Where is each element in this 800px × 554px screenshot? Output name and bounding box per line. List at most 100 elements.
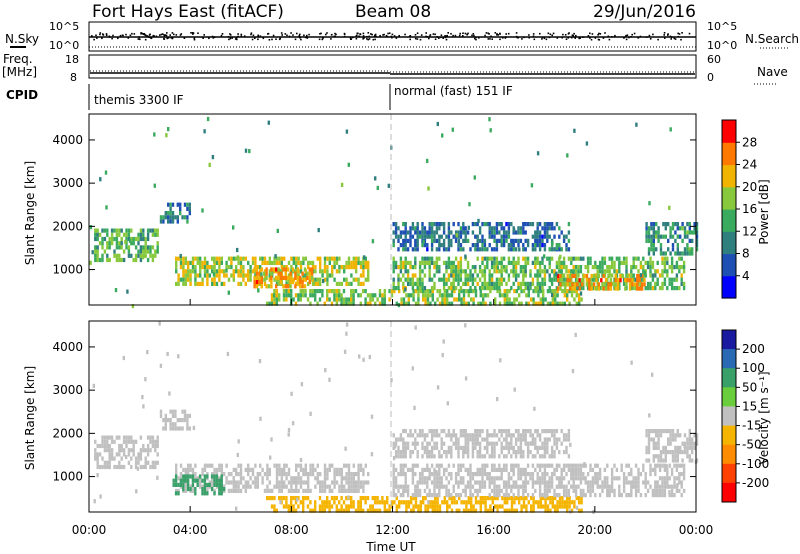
range-time-cell [142, 464, 145, 470]
range-time-cell [645, 226, 648, 231]
range-time-cell [470, 504, 473, 509]
range-time-cell [364, 500, 367, 505]
range-time-cell [367, 480, 370, 485]
range-time-cell [671, 429, 675, 434]
range-time-cell [118, 448, 121, 453]
colorbar-segment [722, 482, 736, 503]
range-time-cell [466, 484, 470, 489]
range-time-cell [474, 433, 477, 438]
range-time-cell [589, 467, 592, 472]
range-time-cell [482, 297, 485, 302]
range-time-cell [319, 472, 322, 477]
range-time-cell [421, 269, 424, 274]
range-time-cell [179, 476, 183, 481]
range-time-cell [666, 273, 669, 278]
range-time-cell [536, 286, 539, 291]
range-time-cell [357, 480, 360, 485]
range-time-cell [663, 484, 667, 489]
range-time-cell [397, 488, 400, 493]
range-time-cell [556, 278, 560, 283]
range-time-cell [278, 488, 281, 493]
range-time-cell [524, 222, 527, 227]
range-time-cell [445, 484, 448, 489]
range-time-cell [433, 222, 436, 227]
range-time-cell [650, 429, 653, 434]
range-time-cell [194, 256, 197, 261]
range-time-cell [405, 500, 408, 505]
range-time-cell [426, 297, 430, 302]
range-time-cell [270, 293, 274, 298]
range-time-cell [447, 226, 451, 231]
range-time-cell [493, 476, 496, 481]
range-time-cell [395, 508, 398, 513]
scattered-echo-cell [347, 495, 350, 500]
range-time-cell [656, 484, 659, 489]
range-time-cell [421, 222, 424, 227]
range-time-cell [502, 256, 506, 261]
range-time-cell [194, 265, 197, 270]
range-time-cell [560, 277, 563, 282]
range-time-cell [167, 418, 170, 423]
range-time-cell [675, 467, 679, 472]
range-time-cell [118, 241, 121, 246]
range-time-cell [667, 437, 670, 442]
range-time-cell [656, 480, 659, 485]
range-time-cell [397, 234, 400, 239]
x-tick-label: 08:00 [274, 523, 309, 537]
range-time-cell [210, 487, 214, 492]
range-time-cell [355, 260, 358, 265]
range-time-cell [541, 480, 544, 485]
range-time-cell [122, 257, 126, 263]
range-time-cell [333, 256, 336, 261]
range-time-cell [572, 480, 575, 485]
range-time-cell [502, 463, 506, 468]
range-time-cell [255, 275, 259, 280]
range-time-cell [309, 301, 312, 306]
range-time-cell [388, 289, 391, 294]
range-time-cell [686, 222, 689, 227]
range-time-cell [467, 500, 470, 505]
range-time-cell [666, 260, 669, 265]
range-time-cell [191, 478, 195, 483]
range-time-cell [667, 247, 670, 252]
range-time-cell [345, 277, 348, 282]
nsky-point [637, 37, 640, 39]
range-time-cell [534, 230, 537, 235]
range-time-cell [268, 467, 271, 472]
range-time-cell [289, 271, 292, 276]
range-time-cell [597, 273, 601, 279]
range-time-cell [323, 256, 327, 261]
range-time-cell [309, 488, 312, 493]
range-time-cell [603, 269, 607, 274]
range-time-cell [171, 426, 175, 431]
range-time-cell [596, 265, 599, 270]
range-time-cell [328, 467, 331, 472]
range-time-cell [538, 493, 542, 498]
range-time-cell [407, 301, 410, 306]
range-time-cell [474, 437, 477, 442]
range-time-cell [654, 463, 657, 468]
range-time-cell [688, 458, 691, 463]
range-time-cell [175, 463, 178, 468]
range-time-cell [404, 269, 407, 274]
range-time-cell [459, 234, 463, 239]
range-time-cell [450, 289, 454, 294]
range-time-cell [410, 496, 413, 501]
range-time-cell [568, 301, 571, 306]
range-time-cell [296, 275, 299, 280]
range-time-cell [416, 234, 419, 239]
range-time-cell [113, 456, 116, 461]
range-time-cell [447, 286, 451, 291]
nsky-point [350, 38, 352, 40]
range-time-cell [249, 476, 252, 481]
range-time-cell [203, 487, 207, 492]
range-time-cell [538, 454, 542, 459]
range-time-cell [674, 437, 677, 442]
range-time-cell [661, 484, 664, 489]
range-time-cell [502, 484, 506, 489]
range-time-cell [208, 480, 211, 485]
range-time-cell [347, 472, 351, 477]
range-time-cell [142, 232, 145, 237]
range-time-cell [551, 504, 554, 509]
range-time-cell [603, 281, 607, 286]
